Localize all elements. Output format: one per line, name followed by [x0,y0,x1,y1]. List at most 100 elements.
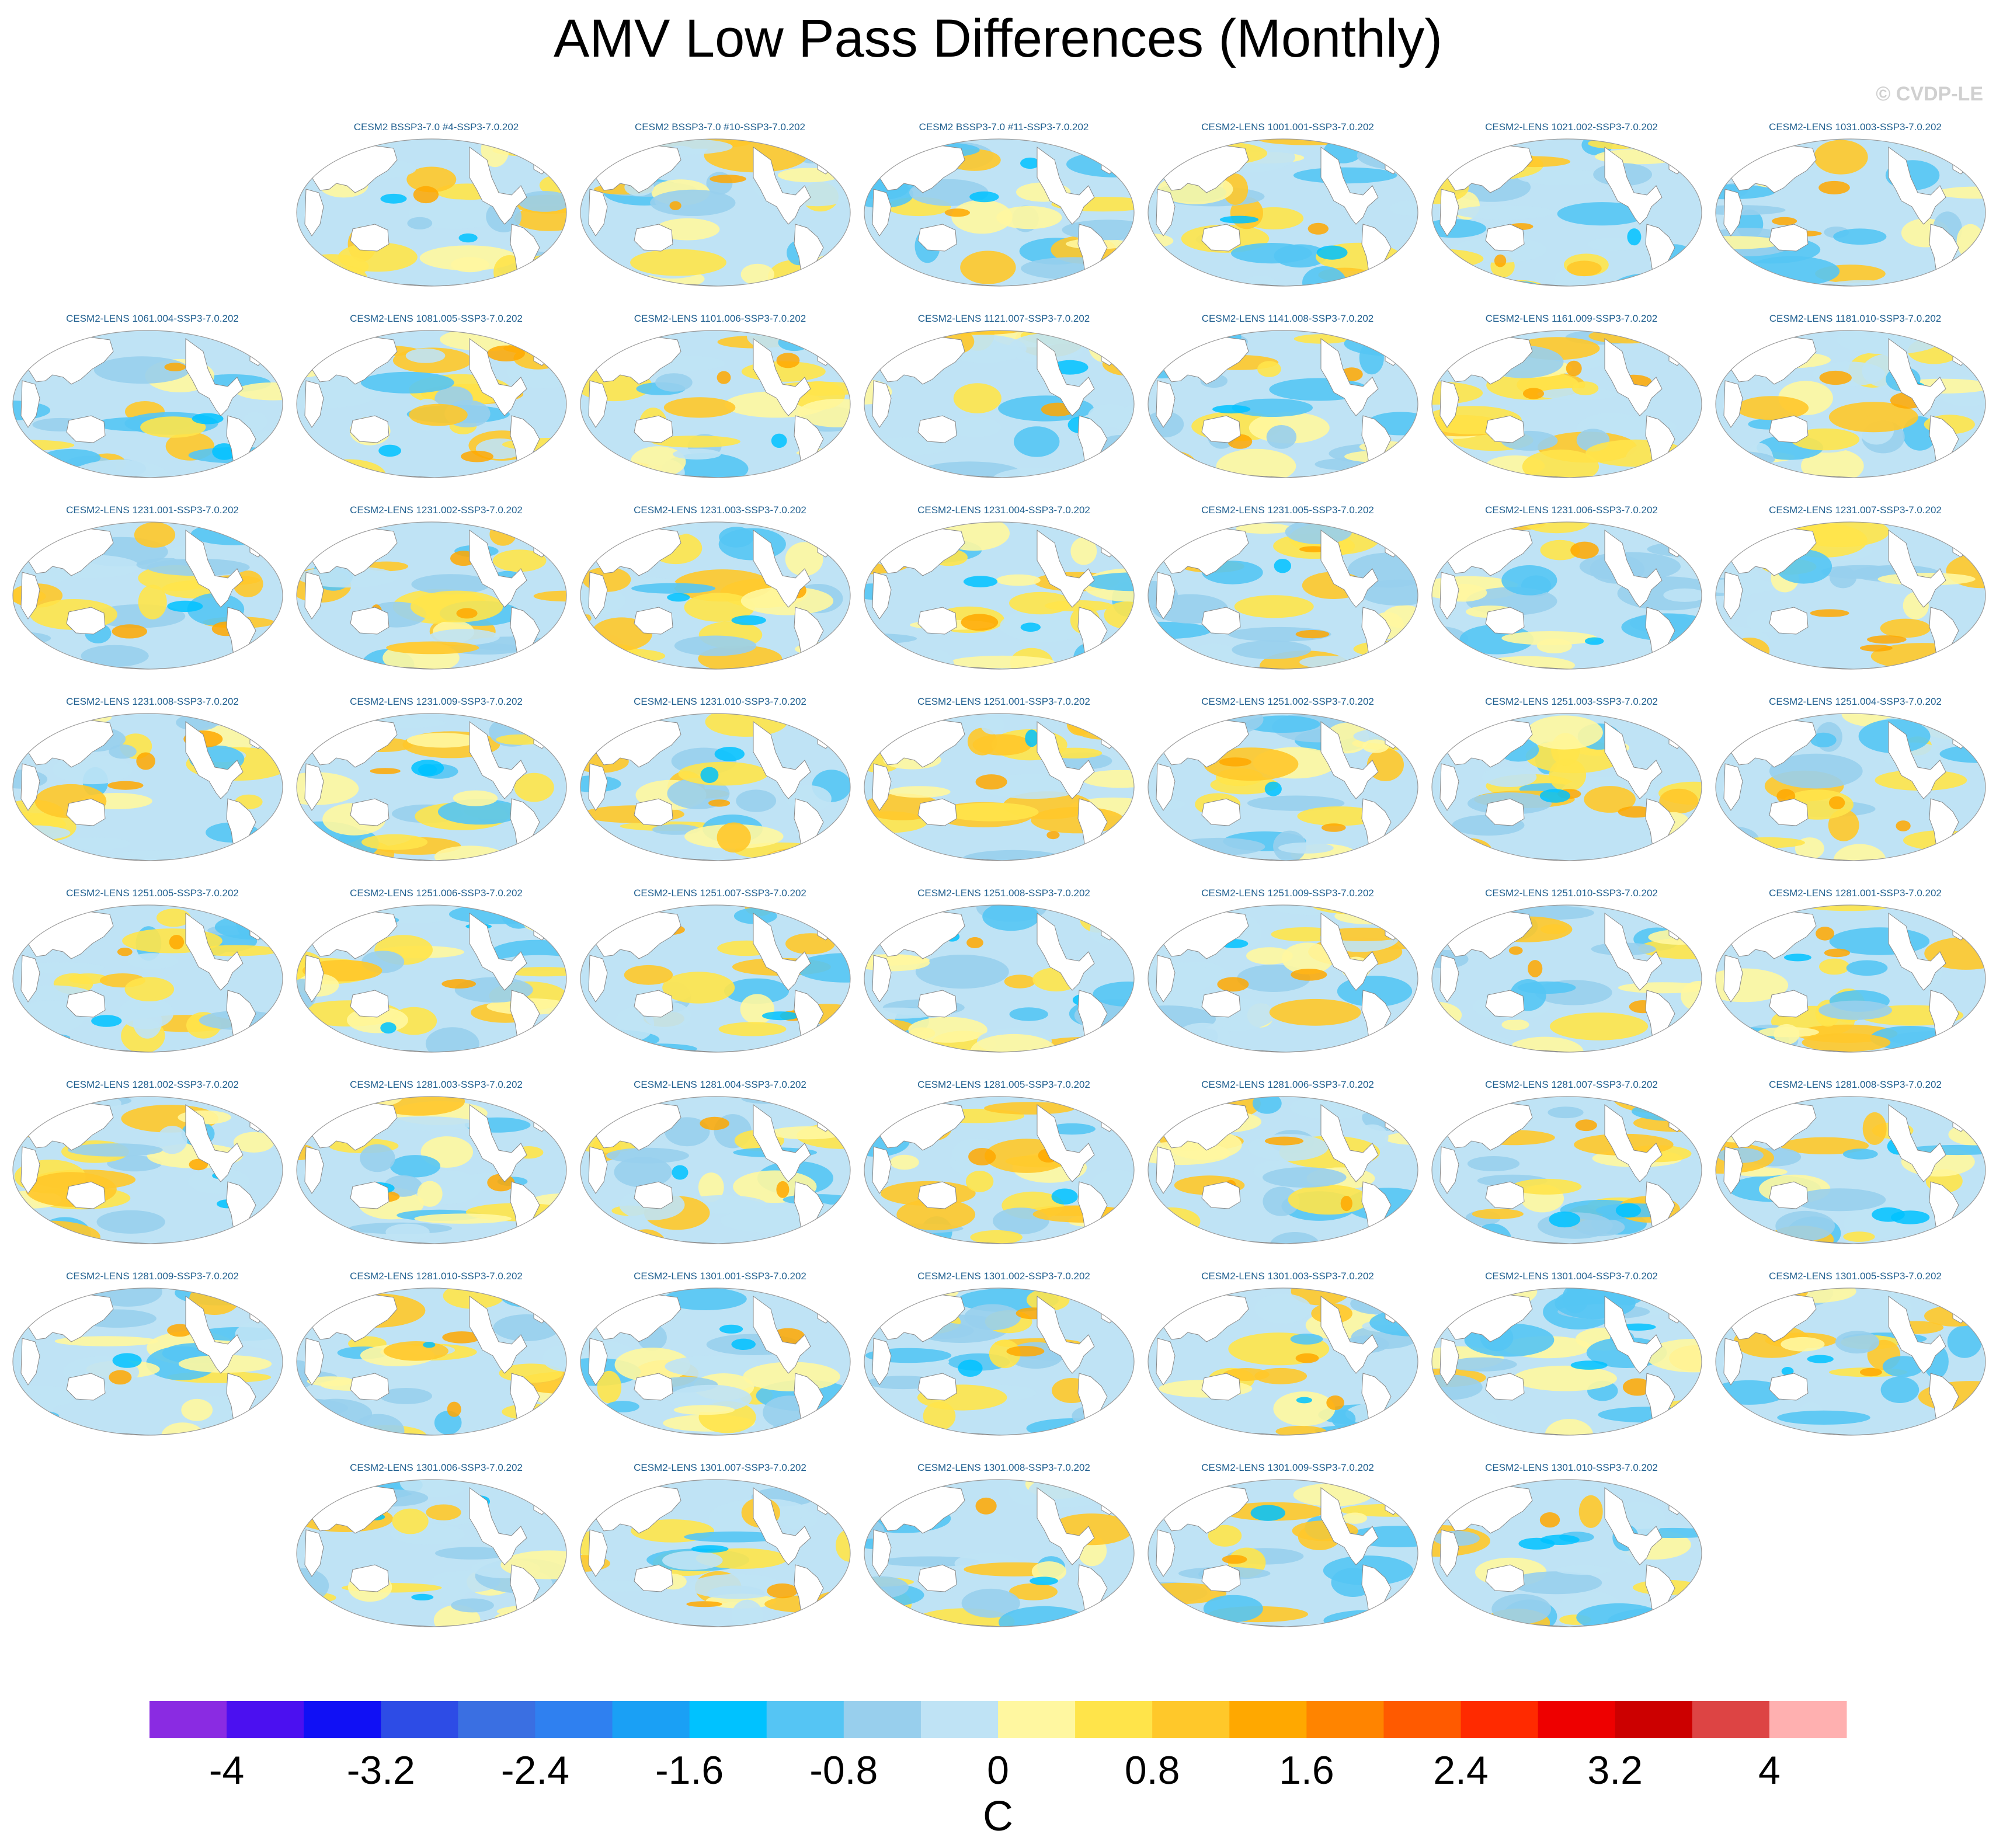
map-panel: CESM2-LENS 1281.006-SSP3-7.0.202 [1146,1079,1430,1272]
map-panel-title: CESM2-LENS 1231.003-SSP3-7.0.202 [634,504,806,516]
map-panel-title: CESM2-LENS 1281.008-SSP3-7.0.202 [1769,1079,1942,1090]
map-panel: CESM2-LENS 1281.004-SSP3-7.0.202 [578,1079,862,1272]
map-panel: CESM2-LENS 1141.008-SSP3-7.0.202 [1146,313,1430,506]
map-panel-title: CESM2-LENS 1281.003-SSP3-7.0.202 [350,1079,523,1090]
global-map [1147,521,1418,670]
map-panel-title: CESM2-LENS 1161.009-SSP3-7.0.202 [1485,313,1658,324]
map-panel-title: CESM2-LENS 1001.001-SSP3-7.0.202 [1201,121,1374,133]
global-map [580,330,851,478]
map-panel-title: CESM2-LENS 1281.005-SSP3-7.0.202 [917,1079,1090,1090]
colorbar-tick-label: 0.8 [1125,1748,1180,1793]
map-panel: CESM2-LENS 1251.005-SSP3-7.0.202 [11,888,294,1080]
colorbar-swatch [458,1701,535,1738]
map-panel: CESM2-LENS 1231.009-SSP3-7.0.202 [294,696,578,889]
map-panel: CESM2-LENS 1061.004-SSP3-7.0.202 [11,313,294,506]
map-panel: CESM2-LENS 1281.007-SSP3-7.0.202 [1430,1079,1713,1272]
map-panel-title: CESM2-LENS 1301.001-SSP3-7.0.202 [634,1271,806,1282]
colorbar-swatch [1075,1701,1153,1738]
global-map [864,904,1135,1053]
map-panel-title: CESM2-LENS 1281.006-SSP3-7.0.202 [1201,1079,1374,1090]
colorbar-swatch [227,1701,304,1738]
global-map [12,1287,283,1436]
global-map [296,1096,567,1244]
global-map [580,138,851,287]
global-map [1715,1096,1986,1244]
map-panel: CESM2-LENS 1231.002-SSP3-7.0.202 [294,504,578,697]
colorbar-tick-label: -4 [209,1748,244,1793]
global-map [580,1287,851,1436]
global-map [296,904,567,1053]
colorbar-swatch [1769,1701,1847,1738]
global-map [864,713,1135,861]
map-panel: CESM2-LENS 1251.010-SSP3-7.0.202 [1430,888,1713,1080]
colorbar-swatch [920,1701,999,1738]
map-panel-title: CESM2-LENS 1251.010-SSP3-7.0.202 [1485,888,1658,899]
map-panel-title: CESM2-LENS 1231.005-SSP3-7.0.202 [1201,504,1374,516]
colorbar-swatch [1538,1701,1616,1738]
colorbar-tick-label: -2.4 [501,1748,569,1793]
colorbar-swatch [1152,1701,1230,1738]
map-panel: CESM2-LENS 1251.002-SSP3-7.0.202 [1146,696,1430,889]
map-panel-title: CESM2-LENS 1251.004-SSP3-7.0.202 [1769,696,1942,707]
colorbar-swatch [381,1701,458,1738]
global-map [1715,1287,1986,1436]
map-panel: CESM2-LENS 1231.004-SSP3-7.0.202 [862,504,1146,697]
map-panel-title: CESM2-LENS 1231.002-SSP3-7.0.202 [350,504,523,516]
global-map [1715,521,1986,670]
map-panel-title: CESM2-LENS 1121.007-SSP3-7.0.202 [917,313,1090,324]
map-panel: CESM2-LENS 1231.003-SSP3-7.0.202 [578,504,862,697]
map-panel: CESM2-LENS 1301.003-SSP3-7.0.202 [1146,1271,1430,1463]
map-panel: CESM2-LENS 1251.003-SSP3-7.0.202 [1430,696,1713,889]
global-map [1431,1096,1702,1244]
map-panel-title: CESM2-LENS 1281.007-SSP3-7.0.202 [1485,1079,1658,1090]
map-panel: CESM2-LENS 1301.010-SSP3-7.0.202 [1430,1462,1713,1655]
global-map [296,1479,567,1627]
map-panel: CESM2-LENS 1301.007-SSP3-7.0.202 [578,1462,862,1655]
global-map [1431,713,1702,861]
map-panel-title: CESM2-LENS 1251.002-SSP3-7.0.202 [1201,696,1374,707]
map-panel-title: CESM2-LENS 1101.006-SSP3-7.0.202 [634,313,806,324]
global-map [864,1479,1135,1627]
map-panel-title: CESM2-LENS 1061.004-SSP3-7.0.202 [66,313,239,324]
map-panel: CESM2-LENS 1231.005-SSP3-7.0.202 [1146,504,1430,697]
global-map [1147,1287,1418,1436]
colorbar-swatch [766,1701,844,1738]
map-panel-title: CESM2-LENS 1301.007-SSP3-7.0.202 [634,1462,806,1473]
map-panel-title: CESM2-LENS 1281.001-SSP3-7.0.202 [1769,888,1942,899]
map-panel: CESM2-LENS 1021.002-SSP3-7.0.202 [1430,121,1713,314]
map-panel-title: CESM2-LENS 1281.010-SSP3-7.0.202 [350,1271,523,1282]
colorbar-swatch [535,1701,613,1738]
page-title: AMV Low Pass Differences (Monthly) [554,9,1442,68]
global-map [296,1287,567,1436]
map-panel: CESM2 BSSP3-7.0 #4-SSP3-7.0.202 [294,121,578,314]
global-map [296,138,567,287]
map-panel-title: CESM2-LENS 1181.010-SSP3-7.0.202 [1769,313,1942,324]
map-panel-title: CESM2-LENS 1301.003-SSP3-7.0.202 [1201,1271,1374,1282]
colorbar-swatch [1692,1701,1770,1738]
global-map [580,904,851,1053]
global-map [1431,1479,1702,1627]
global-map [580,1479,851,1627]
colorbar-swatch [1229,1701,1307,1738]
global-map [1715,138,1986,287]
map-panel: CESM2-LENS 1301.001-SSP3-7.0.202 [578,1271,862,1463]
map-panel: CESM2 BSSP3-7.0 #11-SSP3-7.0.202 [862,121,1146,314]
global-map [12,330,283,478]
map-panel: CESM2-LENS 1231.006-SSP3-7.0.202 [1430,504,1713,697]
map-panel: CESM2-LENS 1301.008-SSP3-7.0.202 [862,1462,1146,1655]
map-panel-title: CESM2-LENS 1301.004-SSP3-7.0.202 [1485,1271,1658,1282]
map-panel-title: CESM2-LENS 1231.008-SSP3-7.0.202 [66,696,239,707]
map-panel: CESM2-LENS 1231.007-SSP3-7.0.202 [1713,504,1996,697]
map-panel: CESM2-LENS 1301.006-SSP3-7.0.202 [294,1462,578,1655]
map-panel: CESM2-LENS 1281.001-SSP3-7.0.202 [1713,888,1996,1080]
map-panel-title: CESM2-LENS 1251.001-SSP3-7.0.202 [917,696,1090,707]
global-map [12,904,283,1053]
copyright-watermark: © CVDP-LE [1876,83,1983,105]
map-panel-title: CESM2-LENS 1231.010-SSP3-7.0.202 [634,696,806,707]
colorbar-tick-label: -0.8 [809,1748,878,1793]
map-panel: CESM2-LENS 1031.003-SSP3-7.0.202 [1713,121,1996,314]
global-map [580,521,851,670]
colorbar-tick-label: 4 [1758,1748,1781,1793]
global-map [1147,1096,1418,1244]
colorbar-tick-label: -1.6 [655,1748,724,1793]
